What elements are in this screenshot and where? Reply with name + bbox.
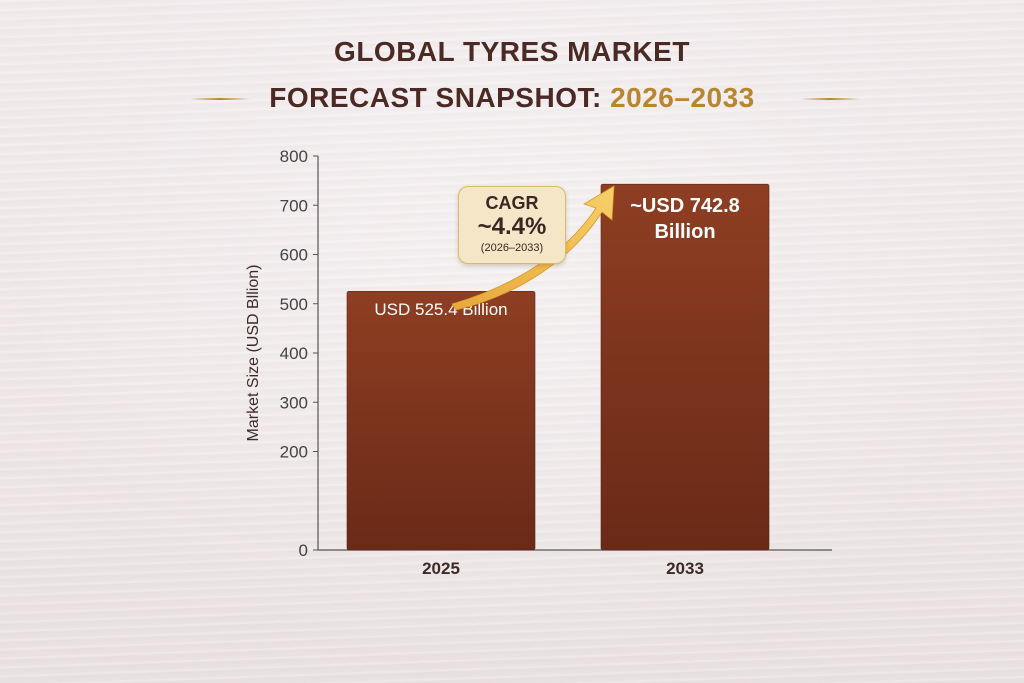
chart-title-main: FORECAST SNAPSHOT: [269, 82, 602, 113]
y-tick-label: 300 [280, 393, 308, 412]
bar-value-label: Billion [654, 221, 715, 243]
cagr-callout: CAGR ~4.4% (2026–2033) [458, 186, 566, 264]
y-axis-title: Market Size (USD Bllion) [245, 265, 262, 442]
x-tick-label: 2033 [666, 559, 704, 578]
x-tick-label: 2025 [422, 559, 460, 578]
growth-arrow-icon [451, 185, 615, 311]
chart-title-years: 2026–2033 [610, 82, 755, 113]
chart-title-line1: GLOBAL TYRES MARKET [334, 36, 690, 67]
bar-value-label: ~USD 742.8 [630, 195, 740, 217]
y-tick-label: 200 [280, 443, 308, 462]
bar-2025 [346, 290, 536, 551]
y-tick-label: 400 [280, 344, 308, 363]
y-tick-label: 800 [280, 147, 308, 166]
title-rule-left [190, 98, 250, 100]
bar-value-label: USD 525.4 Billion [374, 300, 507, 319]
y-tick-label: 500 [280, 295, 308, 314]
bar-2033 [600, 183, 770, 551]
y-tick-label: 0 [299, 541, 308, 560]
cagr-value: ~4.4% [477, 213, 547, 240]
cagr-label: CAGR [485, 193, 539, 213]
cagr-period: (2026–2033) [480, 242, 544, 254]
chart-title-line2: FORECAST SNAPSHOT: 2026–2033 [0, 82, 1024, 114]
title-rule-right [800, 98, 860, 100]
y-tick-label: 700 [280, 196, 308, 215]
y-tick-label: 600 [280, 246, 308, 265]
